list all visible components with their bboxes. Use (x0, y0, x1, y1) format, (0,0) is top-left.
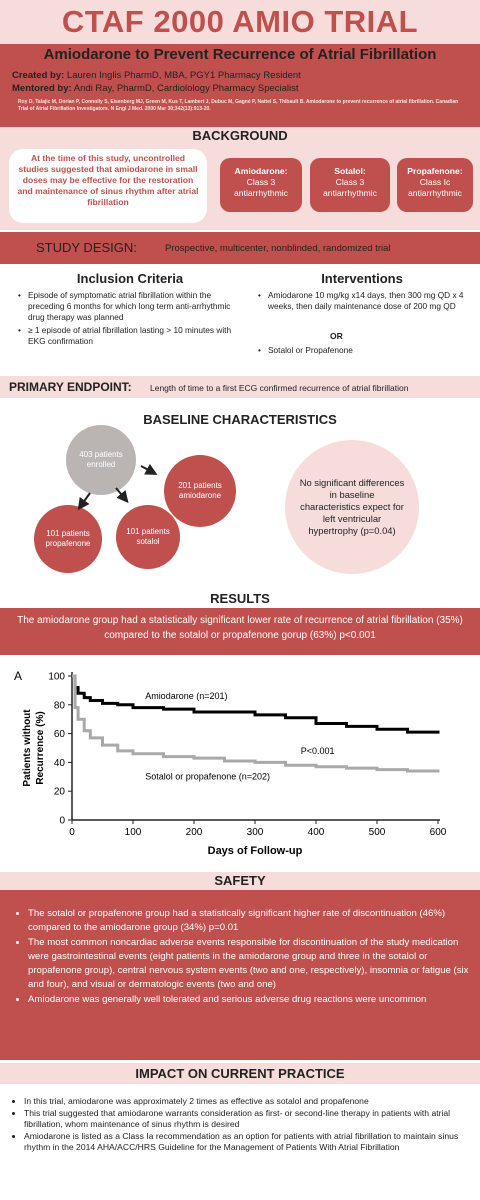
results-summary: The amiodarone group had a statistically… (0, 608, 480, 655)
y-axis-label-line2: Recurrence (%) (35, 711, 46, 784)
x-tick-label: 300 (247, 827, 264, 838)
y-tick-label: 60 (54, 729, 66, 740)
y-tick-label: 40 (54, 758, 66, 769)
header-band (0, 44, 480, 127)
list-item: Amiodarone is listed as a Class Ia recom… (24, 1131, 474, 1154)
panel-label: A (14, 669, 22, 683)
y-tick-label: 100 (48, 672, 65, 683)
drug-box-propafenone: Propafenone: Class Ic antiarrhythmic (397, 158, 473, 212)
x-tick-label: 100 (125, 827, 142, 838)
drug-box-sotalol: Sotalol: Class 3 antiarrhythmic (310, 158, 390, 212)
impact-list: In this trial, amiodarone was approximat… (14, 1096, 474, 1154)
arrow-to-amiodarone (140, 463, 158, 475)
created-value: Lauren Inglis PharmD, MBA, PGY1 Pharmacy… (66, 70, 301, 81)
drug-name: Sotalol: (334, 166, 366, 176)
created-by-line: Created by: Lauren Inglis PharmD, MBA, P… (12, 70, 472, 81)
y-tick-label: 80 (54, 700, 66, 711)
or-label: OR (330, 331, 343, 341)
km-chart: 0 20 40 60 80 100 0 100 200 300 400 500 600 A Days of … (14, 669, 447, 857)
primary-endpoint-value: Length of time to a first ECG confirmed … (150, 383, 409, 393)
citation: Roy D, Talajic M, Dorian P, Connolly S, … (18, 99, 459, 112)
primary-endpoint-label: PRIMARY ENDPOINT: (9, 380, 132, 394)
arrow-to-propafenone (77, 492, 91, 511)
drug-box-amiodarone: Amiodarone: Class 3 antiarrhythmic (220, 158, 302, 212)
baseline-note-circle: No significant differences in baseline c… (285, 440, 419, 574)
inclusion-heading: Inclusion Criteria (76, 271, 184, 286)
y-tick-label: 20 (54, 787, 66, 798)
study-design-value: Prospective, multicenter, nonblinded, ra… (165, 243, 391, 254)
list-item: This trial suggested that amiodarone war… (24, 1108, 474, 1131)
list-item: In this trial, amiodarone was approximat… (24, 1096, 474, 1108)
x-tick-label: 0 (69, 827, 75, 838)
series-line-1 (72, 674, 440, 773)
drug-class: Class 3 antiarrhythmic (234, 177, 288, 198)
propafenone-circle: 101 patients propafenone (34, 505, 102, 573)
poster-title: CTAF 2000 AMIO TRIAL (0, 0, 480, 44)
interventions-heading: Interventions (321, 271, 403, 286)
p-value-annotation: P<0.001 (301, 746, 335, 756)
drug-name: Propafenone: (407, 166, 463, 176)
inclusion-list: Episode of symptomatic atrial fibrillati… (18, 290, 246, 349)
mentored-label: Mentored by: (12, 83, 72, 94)
created-label: Created by: (12, 70, 65, 81)
safety-list: The sotalol or propafenone group had a s… (14, 907, 472, 1008)
results-heading: RESULTS (210, 591, 270, 606)
drug-class: Class 3 antiarrhythmic (323, 177, 377, 198)
series-label-amiodarone: Amiodarone (n=201) (145, 691, 227, 701)
series-label-sotalol-propafenone: Sotalol or propafenone (n=202) (145, 772, 270, 782)
series-line-0 (72, 674, 440, 734)
arrow-to-sotalol (115, 487, 129, 504)
list-item: The sotalol or propafenone group had a s… (28, 907, 472, 935)
list-item: Amiodarone 10 mg/kg x14 days, then 300 m… (258, 290, 470, 312)
list-item: ≥ 1 episode of atrial fibrillation lasti… (18, 325, 246, 347)
safety-heading: SAFETY (0, 872, 480, 890)
study-design-band (0, 232, 480, 264)
x-tick-label: 200 (186, 827, 203, 838)
enrolled-circle: 403 patients enrolled (66, 425, 136, 495)
list-item: Sotalol or Propafenone (258, 345, 470, 356)
primary-endpoint-band (0, 376, 480, 398)
x-axis-label: Days of Follow-up (208, 845, 303, 857)
x-tick-label: 500 (369, 827, 386, 838)
interventions-list-a: Amiodarone 10 mg/kg x14 days, then 300 m… (258, 290, 470, 314)
list-item: The most common noncardiac adverse event… (28, 936, 472, 992)
list-item: Episode of symptomatic atrial fibrillati… (18, 290, 246, 323)
drug-class: Class Ic antiarrhythmic (408, 177, 462, 198)
sotalol-circle: 101 patients sotalol (116, 505, 180, 569)
interventions-list-b: Sotalol or Propafenone (258, 345, 470, 358)
baseline-heading: BASELINE CHARACTERISTICS (143, 412, 337, 427)
drug-name: Amiodarone: (234, 166, 288, 176)
amiodarone-circle: 201 patients amiodarone (164, 455, 236, 527)
y-tick-label: 0 (59, 816, 65, 827)
y-axis-label-line1: Patients without (22, 709, 33, 787)
mentored-value: Andi Ray, PharmD, Cardiolology Pharmacy … (73, 83, 299, 94)
baseline-arrows (77, 463, 158, 511)
impact-heading: IMPACT ON CURRENT PRACTICE (0, 1063, 480, 1084)
x-tick-label: 600 (430, 827, 447, 838)
list-item: Amiodarone was generally well tolerated … (28, 993, 472, 1007)
study-design-label: STUDY DESIGN: (36, 240, 137, 255)
x-tick-label: 400 (308, 827, 325, 838)
safety-band (0, 890, 480, 1060)
background-callout: At the time of this study, uncontrolled … (9, 149, 207, 223)
background-heading: BACKGROUND (0, 127, 480, 144)
poster-subtitle: Amiodarone to Prevent Recurrence of Atri… (43, 46, 437, 63)
mentored-by-line: Mentored by: Andi Ray, PharmD, Cardiolol… (12, 83, 472, 94)
